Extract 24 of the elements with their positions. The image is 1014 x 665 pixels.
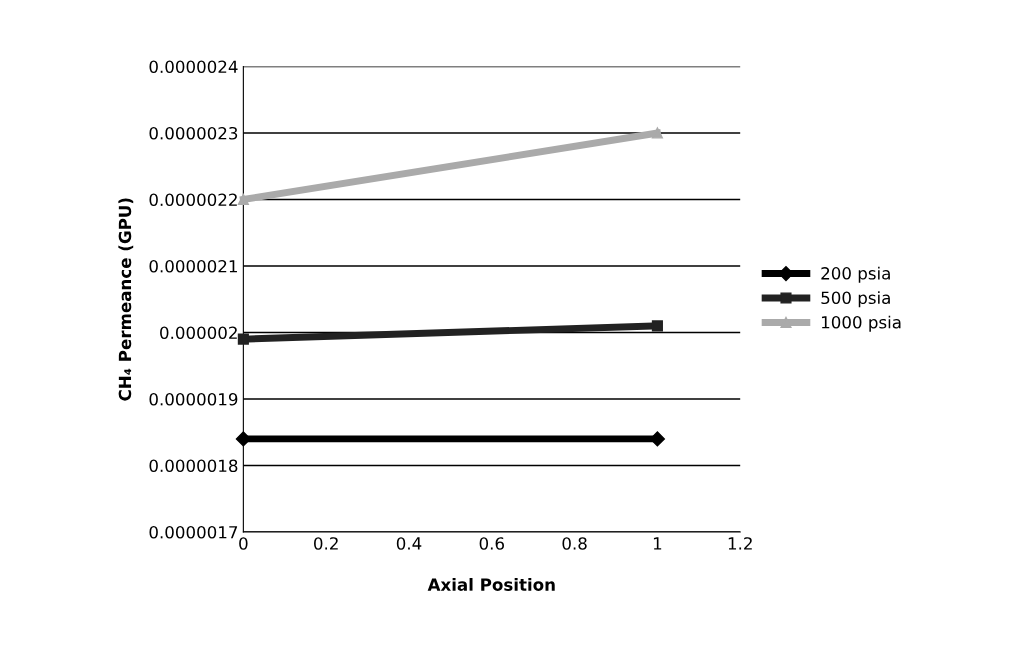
point [237, 193, 249, 206]
y-tick-label: 0.0000019 [149, 392, 238, 406]
x-tick-label: 0.8 [562, 537, 587, 550]
y-tick-label: 0.0000024 [149, 60, 238, 74]
y-tick-label: 0.0000022 [149, 193, 237, 207]
y-tick-label: 0.0000021 [149, 259, 237, 273]
x-tick-label: 1 [653, 537, 662, 550]
y-tick-label: 0.0000018 [149, 459, 238, 473]
point [651, 127, 663, 139]
legend-label: 1000 psia [821, 315, 901, 332]
x-tick-label: 0.2 [314, 537, 338, 550]
point [237, 333, 249, 345]
legend-label: 200 psia [821, 266, 890, 283]
x-tick-label: 1.2 [728, 537, 752, 550]
y-tick-label: 0.0000023 [149, 126, 238, 140]
x-tick-label: 0.4 [396, 537, 422, 550]
legend-label: 500 psia [821, 291, 890, 308]
y-tick-label: 0.0000017 [149, 525, 238, 539]
x-tick-label: 0 [239, 537, 248, 550]
y-tick-label: 0.000002 [160, 326, 237, 340]
point [651, 320, 663, 332]
y-axis-title: CH₄ Permeance (GPU) [118, 198, 134, 401]
x-axis-title: Axial Position [427, 577, 555, 591]
x-tick-label: 0.6 [479, 537, 504, 550]
